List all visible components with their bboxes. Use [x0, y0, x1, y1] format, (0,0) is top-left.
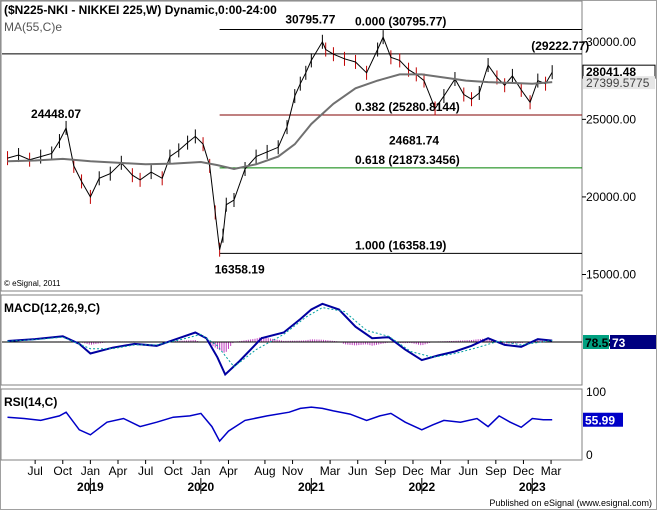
x-year-label: 2019 [77, 480, 104, 494]
annotation-4: (29222.77) [531, 39, 589, 53]
price-ytick-label: 20000.00 [586, 190, 636, 204]
x-year-label: 2021 [298, 480, 325, 494]
macd-value-box [583, 335, 609, 349]
x-month-label: Sep [375, 464, 397, 478]
macd-title: MACD(12,26,9,C) [4, 301, 100, 315]
hline-label-0: 0.000 (30795.77) [355, 14, 446, 28]
rsi-value-label: 55.99 [585, 414, 615, 428]
x-month-label: Oct [53, 464, 72, 478]
ma-value-box [583, 76, 655, 90]
x-axis: Jul Oct Jan Apr Jul Oct Jan Apr Aug Nov Mar Jun Sep D… [27, 460, 561, 494]
x-month-label: Mar [541, 464, 562, 478]
x-month-label: Jan [81, 464, 100, 478]
annotation-0: 30795.77 [285, 12, 335, 26]
rsi-panel: 100 0 55.99 [7, 385, 623, 462]
macd-value-tail: 73 [612, 336, 626, 350]
macd-series-macd [7, 302, 553, 377]
hline-label-3: 1.000 (16358.19) [355, 238, 446, 252]
macd-series-signal [7, 307, 553, 368]
x-year-label: 2023 [519, 480, 546, 494]
rsi-ytick-label: 100 [586, 385, 606, 399]
ma-value-label: 27399.5775 [586, 76, 650, 90]
x-month-label: Jul [138, 464, 153, 478]
rsi-ytick-label: 0 [586, 448, 593, 462]
x-month-label: Apr [109, 464, 128, 478]
macd-signal-box [610, 335, 656, 349]
x-month-label: Aug [254, 464, 275, 478]
x-month-label: Mar [430, 464, 451, 478]
x-month-label: Jun [459, 464, 478, 478]
x-month-label: Dec [513, 464, 534, 478]
price-ytick-label: 25000.00 [586, 112, 636, 126]
x-month-label: Mar [320, 464, 341, 478]
x-month-label: Nov [282, 464, 303, 478]
ma-indicator-label: MA(55,C)e [4, 20, 62, 34]
macd-value-label: 78.58 [585, 336, 615, 350]
price-series-line [7, 35, 553, 250]
x-year-label: 2020 [188, 480, 215, 494]
ma-series-line [7, 73, 553, 171]
annotation-2: 16358.19 [215, 262, 265, 276]
price-chart-title: ($N225-NKI - NIKKEI 225,W) Dynamic,0:00-… [4, 3, 277, 17]
annotation-3: 24681.74 [389, 133, 439, 147]
hline-label-2: 0.618 (21873.3456) [355, 153, 460, 167]
annotation-1: 24448.07 [31, 107, 81, 121]
rsi-series-line [7, 406, 553, 443]
price-ytick-label: 30000.00 [586, 35, 636, 49]
x-month-label: Sep [485, 464, 507, 478]
price-ytick-label: 15000.00 [586, 267, 636, 281]
x-month-label: Jul [27, 464, 42, 478]
watermark: © eSignal, 2011 [4, 279, 61, 288]
x-month-label: Dec [402, 464, 423, 478]
footer-text: Published on eSignal (www.esignal.com) [489, 498, 652, 508]
x-month-label: Oct [164, 464, 183, 478]
x-month-label: Jan [191, 464, 210, 478]
x-month-label: Apr [219, 464, 238, 478]
rsi-value-box [583, 412, 623, 427]
rsi-title: RSI(14,C) [4, 395, 57, 409]
x-month-label: Jun [348, 464, 367, 478]
x-year-label: 2022 [408, 480, 435, 494]
rsi-panel-frame [0, 388, 583, 461]
last-price-label: 28041.48 [586, 65, 636, 79]
price-panel: 0.000 (30795.77)0.382 (25280.8144)0.618 … [2, 12, 656, 281]
